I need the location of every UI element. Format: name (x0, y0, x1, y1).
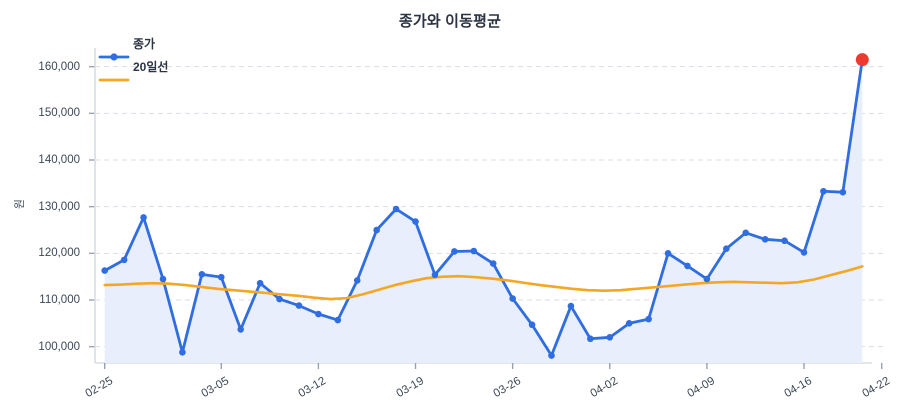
series-markers (101, 187, 847, 359)
legend-label-close: 종가 (133, 37, 156, 51)
y-tick-label: 140,000 (38, 154, 80, 166)
page-title: 종가와 이동평균 (398, 13, 502, 30)
x-tick-label: 03-12 (296, 375, 329, 401)
x-tick-label: 04-22 (860, 375, 892, 401)
y-tick-label: 120,000 (38, 247, 80, 260)
y-tick-label: 130,000 (38, 200, 80, 213)
y-tick-label: 100,000 (38, 340, 80, 353)
y-tick-label: 110,000 (39, 294, 80, 306)
x-tick-label: 03-19 (394, 375, 426, 401)
legend-label-ma20: 20일선 (133, 60, 169, 74)
y-tick-label: 160,000 (38, 60, 80, 73)
x-tick-label: 03-26 (491, 375, 523, 401)
y-tick-label: 150,000 (38, 107, 80, 120)
legend-glyphs (98, 53, 130, 82)
highlight-point-marker (855, 53, 869, 67)
x-tick-label: 04-16 (782, 375, 814, 401)
x-tick-label: 02-25 (83, 375, 115, 401)
y-axis-tick-labels: 100,000 110,000 120,000 130,000 140,000 150,0… (12, 0, 80, 420)
x-tick-label: 03-05 (199, 375, 232, 401)
x-axis-ticks (104, 363, 883, 369)
x-tick-label: 04-02 (588, 375, 620, 401)
x-tick-label: 04-09 (685, 375, 717, 401)
series-area-fill (104, 59, 863, 364)
series-lines (103, 58, 864, 357)
